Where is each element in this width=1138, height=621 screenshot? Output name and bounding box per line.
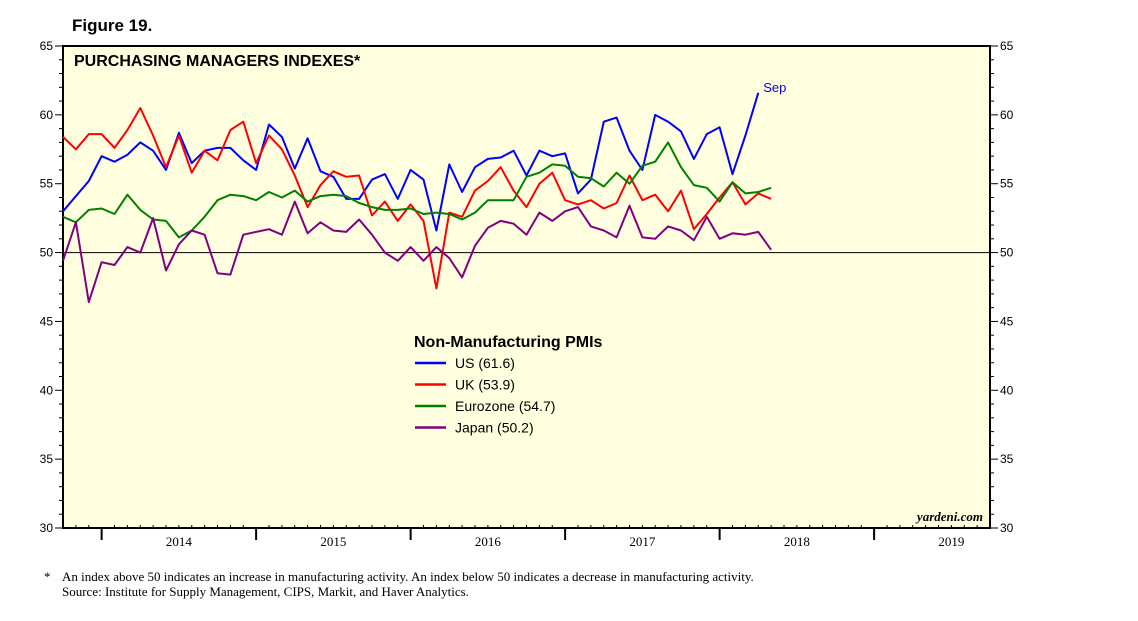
- y-tick-label-right: 30: [1000, 521, 1014, 535]
- x-year-label: 2018: [784, 534, 810, 549]
- series-line-us: [62, 92, 760, 232]
- y-tick-label-left: 45: [40, 314, 54, 328]
- last-point-label: Sep: [763, 80, 786, 95]
- y-tick-label-right: 45: [1000, 314, 1014, 328]
- x-year-label: 2014: [166, 534, 193, 549]
- y-tick-label-right: 50: [1000, 246, 1014, 260]
- y-tick-label-right: 35: [1000, 452, 1014, 466]
- watermark: yardeni.com: [915, 509, 983, 524]
- y-tick-label-right: 60: [1000, 108, 1014, 122]
- footnote-line-1: * An index above 50 indicates an increase…: [44, 569, 754, 584]
- legend-label-eurozone: Eurozone (54.7): [455, 398, 555, 414]
- x-year-label: 2015: [320, 534, 346, 549]
- y-tick-label-left: 65: [40, 39, 54, 53]
- y-tick-label-left: 55: [40, 177, 54, 191]
- figure-label: Figure 19.: [72, 16, 153, 35]
- y-tick-label-left: 40: [40, 383, 54, 397]
- y-tick-label-left: 50: [40, 246, 54, 260]
- y-tick-label-right: 55: [1000, 177, 1014, 191]
- footnote-text: An index above 50 indicates an increase …: [62, 569, 754, 584]
- legend-label-uk: UK (53.9): [455, 377, 515, 393]
- x-year-label: 2016: [475, 534, 502, 549]
- legend-title: Non-Manufacturing PMIs: [414, 334, 603, 351]
- footnote-marker: *: [44, 569, 51, 584]
- series-line-japan: [62, 200, 772, 304]
- y-tick-label-left: 35: [40, 452, 54, 466]
- chart-title: PURCHASING MANAGERS INDEXES*: [74, 53, 361, 70]
- y-tick-label-right: 65: [1000, 39, 1014, 53]
- footnote-source: Source: Institute for Supply Management,…: [62, 584, 469, 599]
- x-year-label: 2019: [938, 534, 964, 549]
- legend-label-japan: Japan (50.2): [455, 420, 534, 436]
- y-tick-label-right: 40: [1000, 383, 1014, 397]
- y-tick-label-left: 30: [40, 521, 54, 535]
- x-year-label: 2017: [629, 534, 656, 549]
- y-tick-label-left: 60: [40, 108, 54, 122]
- legend-label-us: US (61.6): [455, 355, 515, 371]
- series-line-eurozone: [62, 141, 772, 239]
- series-line-uk: [62, 107, 772, 290]
- footnote: * An index above 50 indicates an increase…: [44, 569, 754, 599]
- pmi-line-chart: 30 30 35 35 40 40 45 45 50 50 55 55 60 60 65 65 2014 2015…: [40, 39, 1014, 549]
- plot-area: [62, 45, 991, 529]
